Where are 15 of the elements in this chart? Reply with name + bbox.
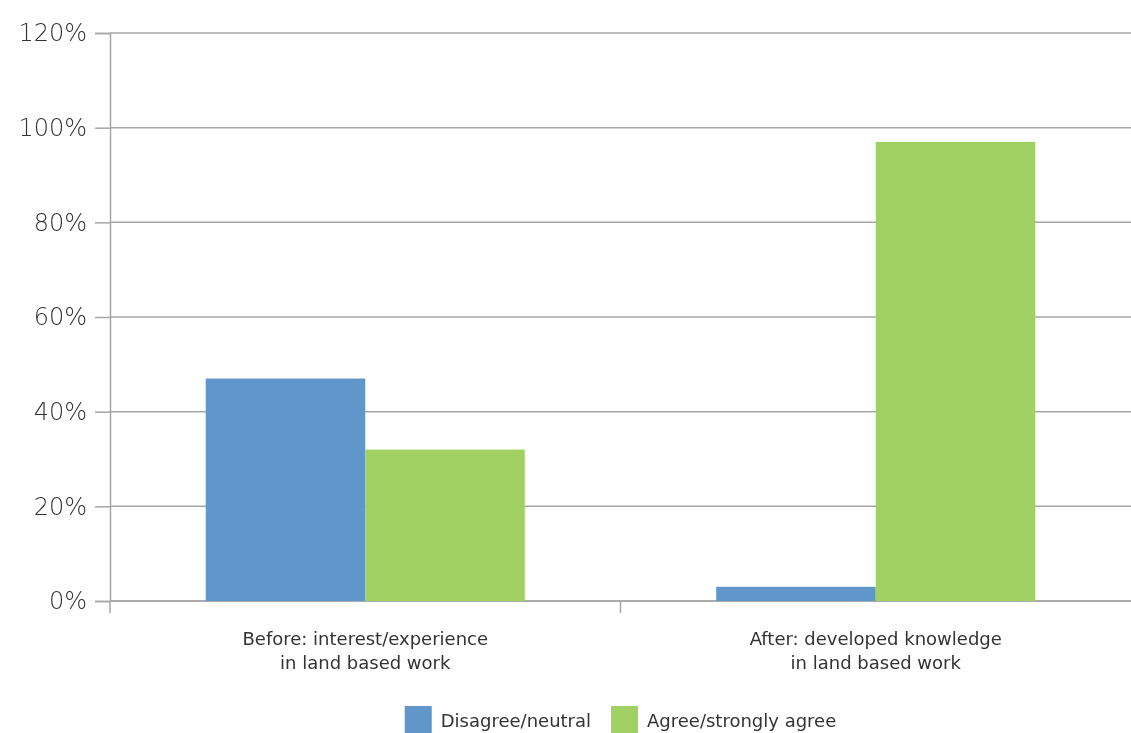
y-tick-label: 100% <box>18 113 87 142</box>
legend-label: Disagree/neutral <box>440 710 592 731</box>
bar <box>205 378 366 601</box>
bar <box>365 449 525 601</box>
y-tick-label: 120% <box>18 19 87 48</box>
x-tick-label: Before: interest/experience in land based work <box>242 628 489 673</box>
legend-label: Agree/strongly agree <box>647 710 837 731</box>
bar <box>716 586 876 601</box>
y-tick-label: 80% <box>33 208 87 237</box>
bar <box>875 141 1036 601</box>
y-tick-label: 40% <box>33 397 87 426</box>
y-tick-label: 60% <box>33 303 87 332</box>
y-tick-label: 0% <box>48 587 87 616</box>
x-tick-label: After: developed knowledge in land based work <box>749 628 1002 673</box>
y-tick-label: 20% <box>33 492 87 521</box>
